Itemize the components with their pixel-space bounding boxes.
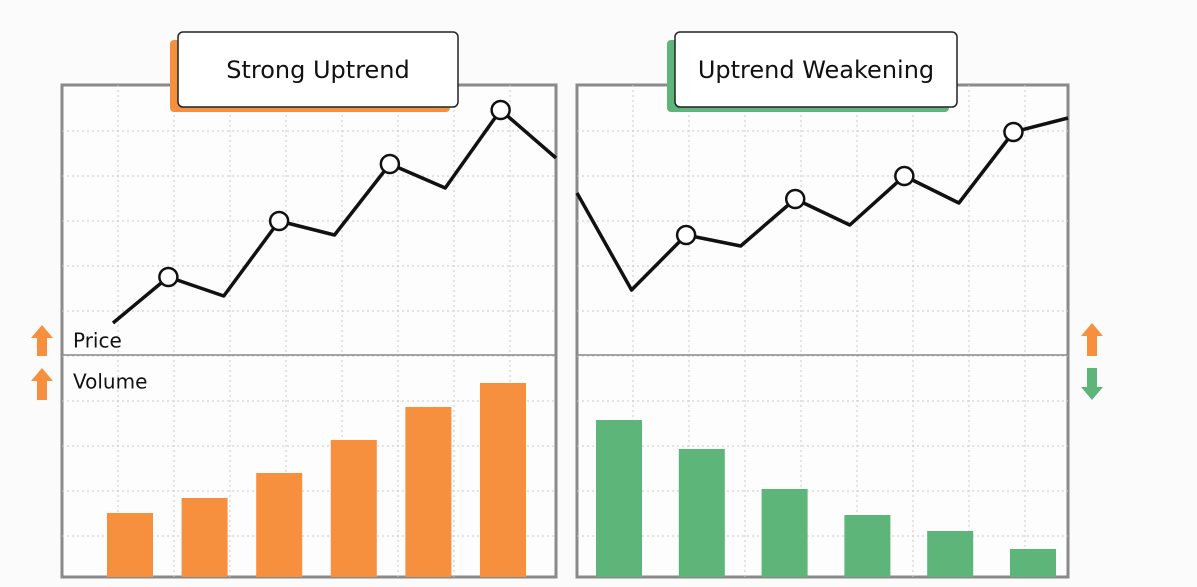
price-marker [675, 224, 697, 246]
volume-bar [480, 383, 526, 577]
panel-frame [60, 83, 558, 579]
volume-bar [844, 515, 891, 577]
title-box [674, 31, 958, 108]
down-arrow [1081, 368, 1103, 400]
volume-bar [1010, 549, 1056, 577]
up-arrow [1081, 323, 1103, 356]
price-marker [784, 188, 806, 210]
volume-bar [405, 407, 452, 577]
volume-bar [927, 531, 974, 577]
price-marker [268, 210, 290, 232]
price-marker [158, 266, 179, 288]
panel-title: Strong Uptrend [226, 56, 410, 84]
title-box [177, 31, 459, 108]
volume-bar [761, 489, 808, 577]
price-line [111, 108, 558, 325]
volume-bar [678, 449, 725, 577]
panel-title: Uptrend Weakening [698, 56, 934, 84]
price-line [575, 116, 1069, 292]
price-marker [490, 99, 511, 121]
volume-bar [181, 498, 228, 577]
up-arrow [31, 325, 53, 356]
volume-bar [256, 473, 303, 577]
up-arrow [31, 368, 53, 400]
volume-bar [107, 513, 153, 577]
volume-bar [330, 440, 377, 577]
price-label: Price [73, 329, 122, 353]
arrow-icons [31, 323, 1103, 400]
price-marker [894, 165, 915, 187]
price-marker [379, 153, 401, 175]
volume-label: Volume [73, 370, 147, 394]
volume-bar [596, 420, 642, 577]
price-marker [1003, 121, 1024, 143]
